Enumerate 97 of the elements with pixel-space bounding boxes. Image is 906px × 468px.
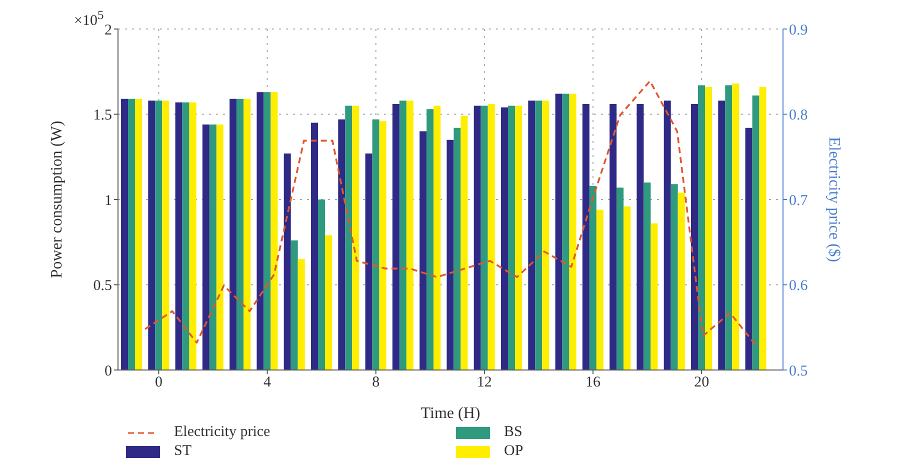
- bar: [515, 106, 522, 370]
- bar: [644, 182, 651, 370]
- bar: [284, 153, 291, 370]
- bar: [189, 102, 196, 370]
- bar: [636, 104, 644, 370]
- bar: [670, 184, 678, 370]
- y-tick-label: 1: [104, 192, 112, 209]
- line-series: [144, 80, 757, 346]
- bar: [202, 124, 210, 370]
- bar: [454, 128, 461, 370]
- bar: [392, 104, 400, 370]
- bar: [426, 109, 434, 370]
- y2-axis-title: Electricity price ($): [825, 136, 842, 262]
- y2-tick-label: 0.6: [789, 278, 808, 294]
- bar: [678, 192, 685, 370]
- bar: [406, 100, 414, 370]
- bar: [650, 223, 658, 370]
- bar: [290, 240, 298, 370]
- y2-tick-label: 0.5: [789, 363, 808, 380]
- bar: [624, 206, 631, 370]
- bar: [230, 98, 237, 370]
- bar: [365, 153, 372, 370]
- bar: [745, 128, 752, 370]
- bar: [121, 98, 128, 370]
- y-axis-title: Power consumption (W): [48, 120, 66, 278]
- bar: [562, 94, 570, 370]
- bar: [372, 119, 380, 370]
- legend-label: Electricity price: [174, 424, 270, 441]
- bar: [135, 98, 142, 370]
- bar: [569, 94, 576, 370]
- bar: [270, 92, 278, 370]
- bar: [718, 100, 726, 370]
- x-tick-label: 20: [694, 374, 710, 391]
- bar: [542, 100, 550, 370]
- bar: [209, 124, 216, 370]
- bar: [752, 95, 760, 370]
- bar: [216, 124, 224, 370]
- bar: [480, 106, 488, 370]
- text: ×10$^{5}$: [74, 8, 104, 30]
- legend-label: ST: [174, 443, 192, 460]
- bar: [345, 106, 352, 370]
- y-tick-label: 0.5: [93, 278, 112, 294]
- bar: [379, 121, 386, 370]
- legend-label: OP: [504, 443, 524, 460]
- bar: [236, 98, 244, 370]
- x-tick-label: 0: [154, 374, 162, 391]
- bar: [155, 100, 162, 370]
- bar: [501, 107, 508, 370]
- y-tick-label: 1.5: [93, 108, 112, 124]
- bar: [555, 94, 562, 370]
- x-tick-label: 4: [264, 374, 272, 391]
- bar: [420, 131, 427, 370]
- bar: [434, 106, 441, 370]
- bar: [732, 84, 740, 370]
- bar: [705, 86, 712, 370]
- bar: [528, 100, 536, 370]
- bar: [460, 116, 468, 370]
- bar: [691, 104, 698, 370]
- bar: [698, 85, 705, 370]
- bar: [182, 102, 190, 370]
- bar: [162, 100, 170, 370]
- bar: [256, 92, 264, 370]
- bar: [244, 98, 251, 370]
- bar: [399, 100, 406, 370]
- bar: [616, 188, 624, 370]
- bar: [589, 186, 596, 370]
- bar: [318, 200, 325, 370]
- bar: [446, 140, 454, 370]
- bar: [610, 104, 617, 370]
- bar: [508, 106, 515, 370]
- bar: [338, 119, 346, 370]
- y-tick-label: 0: [104, 363, 112, 380]
- bar: [311, 122, 318, 370]
- bar: [488, 104, 495, 370]
- bar: [759, 86, 766, 370]
- bar: [175, 102, 182, 370]
- bar: [474, 106, 481, 370]
- bar: [298, 259, 305, 370]
- bar: [664, 100, 671, 370]
- bar: [148, 100, 156, 370]
- legend-label: BS: [504, 424, 522, 441]
- y-tick-label: 2: [104, 22, 112, 38]
- bar: [352, 106, 360, 370]
- bar: [535, 100, 542, 370]
- y2-tick-label: 0.7: [789, 192, 808, 209]
- y2-tick-label: 0.9: [789, 22, 808, 38]
- bar: [582, 104, 590, 370]
- bar: [725, 85, 732, 370]
- x-tick-label: 8: [372, 374, 380, 391]
- x-axis-title: Time (H): [420, 405, 480, 422]
- x-tick-label: 16: [586, 374, 601, 391]
- bar: [325, 235, 332, 370]
- bar: [596, 210, 604, 370]
- bar: [264, 92, 271, 370]
- x-tick-label: 12: [476, 374, 492, 391]
- y2-tick-label: 0.8: [789, 108, 808, 124]
- bar: [128, 98, 135, 370]
